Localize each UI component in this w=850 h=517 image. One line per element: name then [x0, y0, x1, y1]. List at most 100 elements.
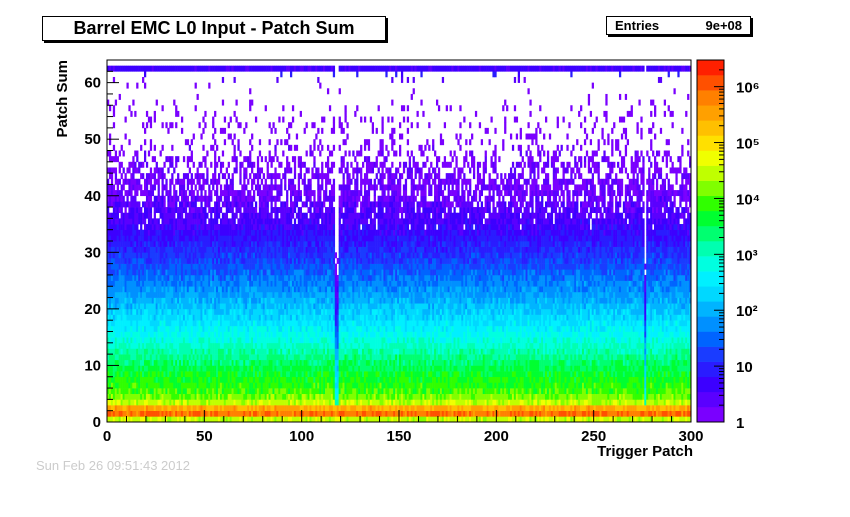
heatmap-cell: [121, 371, 123, 377]
heatmap-cell: [175, 388, 177, 394]
heatmap-cell: [409, 382, 411, 388]
heatmap-cell: [613, 348, 615, 354]
heatmap-cell: [212, 343, 214, 349]
heatmap-cell: [117, 394, 119, 400]
heatmap-cell: [148, 360, 150, 366]
heatmap-cell: [675, 337, 677, 343]
heatmap-cell: [582, 354, 584, 360]
heatmap-cell: [627, 371, 629, 377]
heatmap-cell: [605, 399, 607, 405]
heatmap-cell: [559, 337, 561, 343]
heatmap-cell: [448, 337, 450, 343]
heatmap-cell: [403, 377, 405, 383]
heatmap-cell: [152, 411, 154, 417]
heatmap-cell: [224, 405, 226, 411]
heatmap-cell: [487, 399, 489, 405]
heatmap-cell: [216, 365, 218, 371]
heatmap-cell: [286, 343, 288, 349]
heatmap-cell: [512, 399, 514, 405]
heatmap-cell: [378, 411, 380, 417]
heatmap-cell: [625, 382, 627, 388]
heatmap-cell: [350, 326, 352, 332]
heatmap-cell: [413, 326, 415, 332]
heatmap-cell: [662, 405, 664, 411]
heatmap-cell: [111, 399, 113, 405]
heatmap-cell: [496, 343, 498, 349]
heatmap-cell: [321, 399, 323, 405]
heatmap-cell: [325, 343, 327, 349]
heatmap-cell: [566, 411, 568, 417]
heatmap-cell: [549, 348, 551, 354]
heatmap-cell: [401, 382, 403, 388]
heatmap-cell: [191, 354, 193, 360]
heatmap-cell: [121, 332, 123, 338]
heatmap-cell: [685, 399, 687, 405]
heatmap-cell: [504, 416, 506, 422]
heatmap-cell: [222, 371, 224, 377]
heatmap-cell: [642, 354, 644, 360]
heatmap-cell: [389, 332, 391, 338]
heatmap-cell: [212, 388, 214, 394]
heatmap-cell: [333, 405, 335, 411]
heatmap-cell: [111, 343, 113, 349]
heatmap-cell: [654, 332, 656, 338]
heatmap-cell: [237, 388, 239, 394]
heatmap-cell: [434, 388, 436, 394]
heatmap-cell: [193, 394, 195, 400]
heatmap-cell: [323, 343, 325, 349]
heatmap-cell: [309, 348, 311, 354]
heatmap-cell: [526, 405, 528, 411]
heatmap-cell: [483, 394, 485, 400]
heatmap-cell: [582, 382, 584, 388]
heatmap-cell: [272, 365, 274, 371]
heatmap-cell: [570, 388, 572, 394]
heatmap-cell: [370, 365, 372, 371]
heatmap-cell: [146, 365, 148, 371]
heatmap-cell: [611, 405, 613, 411]
heatmap-cell: [366, 326, 368, 332]
heatmap-cell: [524, 382, 526, 388]
heatmap-cell: [609, 394, 611, 400]
heatmap-cell: [600, 371, 602, 377]
heatmap-cell: [668, 332, 670, 338]
heatmap-cell: [271, 332, 273, 338]
heatmap-cell: [280, 337, 282, 343]
heatmap-cell: [677, 332, 679, 338]
heatmap-cell: [317, 365, 319, 371]
heatmap-cell: [401, 354, 403, 360]
heatmap-cell: [286, 411, 288, 417]
heatmap-cell: [173, 371, 175, 377]
heatmap-cell: [280, 411, 282, 417]
heatmap-cell: [313, 343, 315, 349]
heatmap-cell: [138, 343, 140, 349]
heatmap-cell: [438, 388, 440, 394]
heatmap-cell: [241, 394, 243, 400]
heatmap-cell: [271, 365, 273, 371]
heatmap-cell: [165, 365, 167, 371]
heatmap-cell: [364, 405, 366, 411]
heatmap-cell: [475, 388, 477, 394]
heatmap-cell: [527, 399, 529, 405]
heatmap-cell: [132, 343, 134, 349]
heatmap-cell: [156, 337, 158, 343]
heatmap-cell: [329, 394, 331, 400]
heatmap-cell: [498, 394, 500, 400]
heatmap-cell: [395, 394, 397, 400]
heatmap-cell: [346, 365, 348, 371]
heatmap-cell: [553, 354, 555, 360]
heatmap-cell: [455, 360, 457, 366]
heatmap-cell: [181, 332, 183, 338]
heatmap-cell: [479, 360, 481, 366]
heatmap-cell: [132, 371, 134, 377]
heatmap-cell: [358, 405, 360, 411]
heatmap-cell: [672, 382, 674, 388]
heatmap-cell: [378, 377, 380, 383]
heatmap-cell: [364, 354, 366, 360]
heatmap-cell: [526, 388, 528, 394]
heatmap-cell: [329, 326, 331, 332]
heatmap-cell: [372, 326, 374, 332]
heatmap-cell: [341, 360, 343, 366]
heatmap-cell: [341, 405, 343, 411]
heatmap-cell: [516, 394, 518, 400]
heatmap-cell: [580, 343, 582, 349]
